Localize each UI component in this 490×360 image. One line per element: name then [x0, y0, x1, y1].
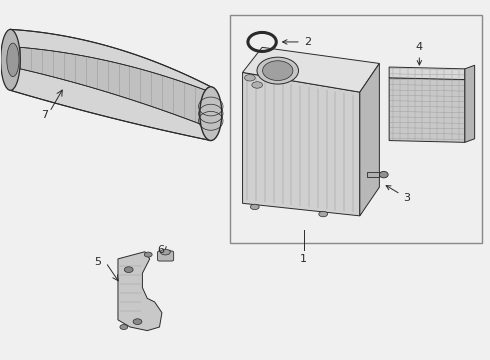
- Polygon shape: [360, 63, 379, 216]
- Ellipse shape: [120, 324, 128, 329]
- Ellipse shape: [160, 249, 170, 255]
- Ellipse shape: [257, 57, 298, 84]
- Ellipse shape: [200, 87, 222, 140]
- Polygon shape: [389, 78, 465, 142]
- Ellipse shape: [379, 171, 388, 178]
- Ellipse shape: [245, 75, 255, 81]
- Ellipse shape: [252, 82, 263, 88]
- Bar: [230, 15, 482, 243]
- Polygon shape: [243, 72, 360, 216]
- Ellipse shape: [319, 211, 328, 217]
- Polygon shape: [10, 30, 211, 140]
- Text: 5: 5: [94, 257, 101, 267]
- Polygon shape: [118, 252, 162, 330]
- Text: 6: 6: [157, 245, 164, 255]
- FancyBboxPatch shape: [158, 251, 173, 261]
- Ellipse shape: [7, 43, 19, 77]
- Ellipse shape: [124, 267, 133, 273]
- Ellipse shape: [250, 204, 259, 210]
- Text: 2: 2: [283, 37, 311, 47]
- Polygon shape: [243, 47, 379, 92]
- Polygon shape: [465, 65, 475, 142]
- Text: 7: 7: [41, 111, 48, 121]
- Ellipse shape: [263, 61, 293, 81]
- Text: 1: 1: [300, 254, 307, 264]
- Polygon shape: [20, 47, 206, 126]
- Ellipse shape: [145, 252, 152, 257]
- Polygon shape: [389, 67, 465, 80]
- Bar: [367, 172, 379, 177]
- Ellipse shape: [0, 30, 20, 90]
- Ellipse shape: [133, 319, 142, 324]
- Text: 3: 3: [386, 185, 410, 203]
- Text: 4: 4: [416, 42, 423, 65]
